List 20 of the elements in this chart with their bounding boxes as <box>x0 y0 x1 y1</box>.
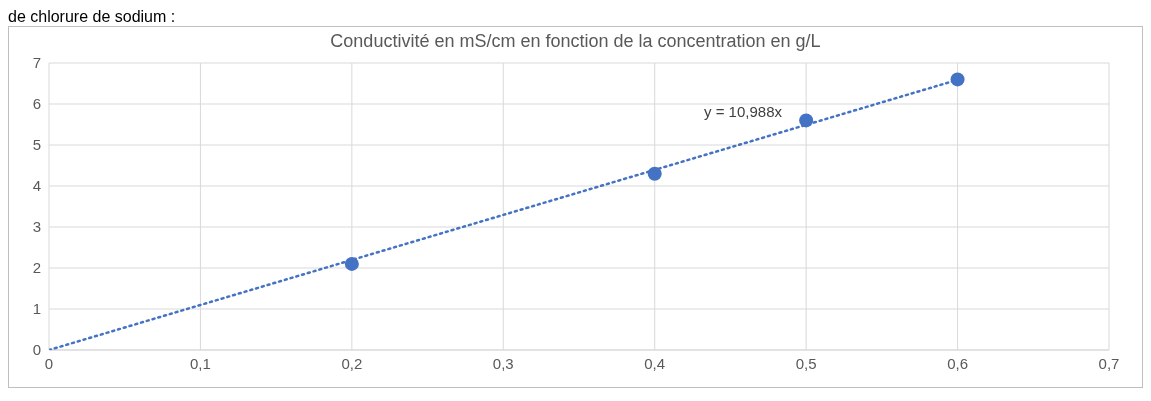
y-tick-label: 6 <box>32 95 41 113</box>
x-tick-label: 0 <box>44 354 54 372</box>
x-tick-label: 0,7 <box>1098 354 1120 372</box>
x-tick-label: 0,3 <box>492 354 514 372</box>
x-tick-label: 0,1 <box>190 354 211 372</box>
y-tick-label: 7 <box>32 54 41 72</box>
chart-title: Conductivité en mS/cm en fonction de la concentration en g/L <box>329 30 822 53</box>
y-tick-label: 0 <box>32 341 41 359</box>
x-tick-label: 0,6 <box>947 354 968 372</box>
point <box>950 72 965 87</box>
x-tick-label: 0,2 <box>341 354 363 372</box>
y-tick-label: 3 <box>32 218 41 236</box>
y-tick-label: 4 <box>32 177 41 195</box>
text: de chlorure de sodium : <box>8 8 177 26</box>
y-tick-label: 2 <box>32 259 41 277</box>
y-tick-label: 1 <box>32 300 41 318</box>
annotation: y = 10,988x <box>704 103 782 120</box>
x-tick-label: 0,4 <box>644 354 666 372</box>
x-tick-label: 0,5 <box>795 354 817 372</box>
y-tick-label: 5 <box>32 136 41 154</box>
